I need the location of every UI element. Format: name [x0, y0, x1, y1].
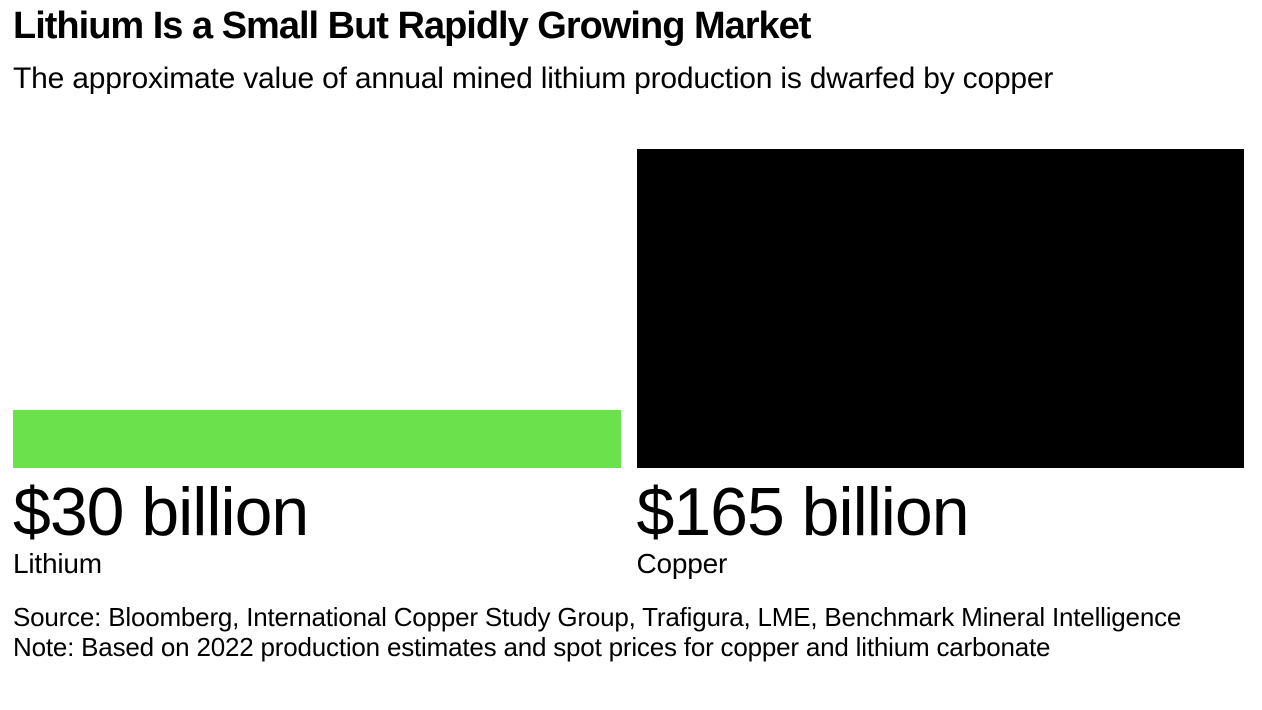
bar-chart: $30 billion Lithium $165 billion Copper — [13, 149, 1244, 580]
note-text: Note: Based on 2022 production estimates… — [13, 632, 1051, 662]
bar-copper — [636, 149, 1244, 468]
value-label-copper: $165 billion — [636, 474, 970, 550]
bar-area-copper — [636, 149, 1244, 468]
value-label-lithium: $30 billion — [13, 474, 309, 550]
category-label-lithium: Lithium — [13, 548, 102, 579]
source-text: Source: Bloomberg, International Copper … — [13, 602, 1182, 632]
chart-subtitle: The approximate value of annual mined li… — [13, 62, 1054, 95]
bar-column-lithium: $30 billion Lithium — [13, 149, 621, 580]
bar-area-lithium — [13, 149, 621, 468]
category-label-copper: Copper — [636, 548, 728, 579]
chart-footer: Source: Bloomberg, International Copper … — [13, 602, 1244, 662]
chart-title: Lithium Is a Small But Rapidly Growing M… — [13, 5, 811, 47]
bar-lithium — [13, 410, 621, 468]
bar-column-copper: $165 billion Copper — [636, 149, 1244, 580]
